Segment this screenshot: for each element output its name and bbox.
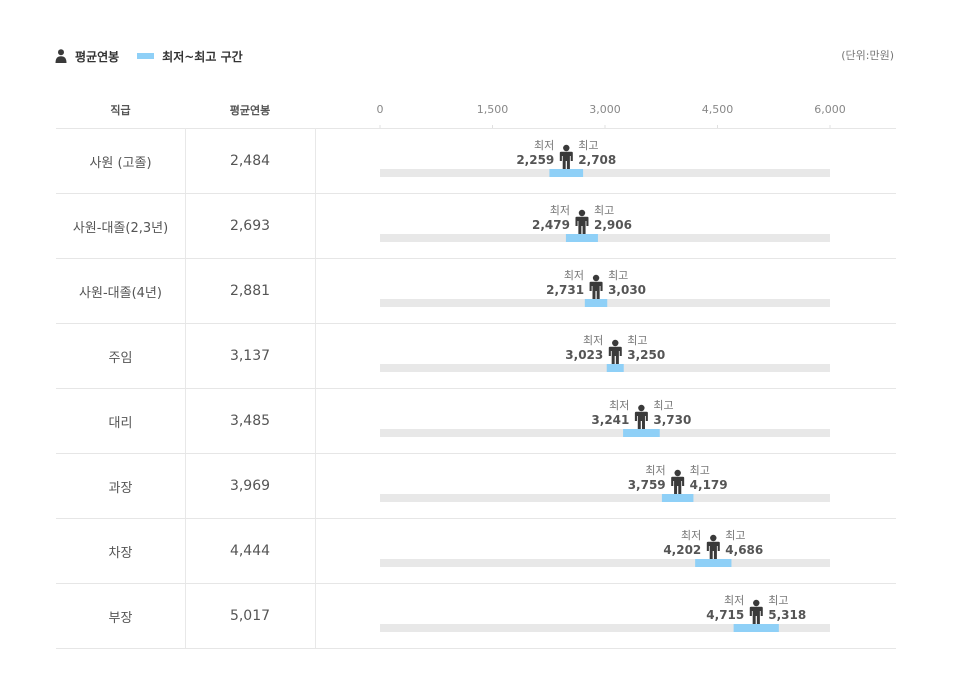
track-bar xyxy=(380,494,830,502)
range-bar xyxy=(565,234,598,242)
rank-cell: 대리 xyxy=(108,415,133,431)
header-average: 평균연봉 xyxy=(229,103,271,117)
rank-cell: 사원-대졸(2,3년) xyxy=(72,220,169,236)
min-value-label: 2,731 xyxy=(546,283,584,297)
max-value-label: 3,250 xyxy=(627,348,665,362)
max-caption: 최고 xyxy=(725,529,745,542)
table-row: 사원-대졸(2,3년) 2,693 xyxy=(56,194,896,259)
legend: 평균연봉 최저~최고 구간 xyxy=(55,46,261,66)
range-bar xyxy=(584,299,608,307)
max-caption: 최고 xyxy=(627,334,647,347)
min-caption: 최저 xyxy=(550,204,570,217)
x-tick-label: 6,000 xyxy=(814,103,846,116)
max-value-label: 2,708 xyxy=(578,153,616,167)
x-tick-label: 3,000 xyxy=(589,103,621,116)
person-icon xyxy=(706,534,720,559)
max-caption: 최고 xyxy=(578,139,598,152)
max-value-label: 3,730 xyxy=(653,413,691,427)
unit-label: (단위:만원) xyxy=(841,49,894,62)
min-value-label: 3,023 xyxy=(565,348,603,362)
min-caption: 최저 xyxy=(564,269,584,282)
average-salary-cell: 3,137 xyxy=(229,348,271,364)
x-tick-label: 0 xyxy=(377,103,384,116)
table-row: 사원 (고졸) 2,484 xyxy=(56,129,896,194)
table-row: 사원-대졸(4년) 2,881 xyxy=(56,259,896,324)
legend-item-range: 최저~최고 구간 xyxy=(137,48,243,65)
max-value-label: 5,318 xyxy=(768,608,806,622)
legend-average-label: 평균연봉 xyxy=(75,49,120,64)
header-rank: 직급 xyxy=(110,103,131,117)
range-bar xyxy=(661,494,694,502)
track-bar xyxy=(380,169,830,177)
table-row: 차장 4,444 xyxy=(56,519,896,584)
min-value-label: 2,479 xyxy=(532,218,570,232)
average-salary-cell: 2,693 xyxy=(229,218,271,234)
person-icon xyxy=(575,209,589,234)
legend-range-label: 최저~최고 구간 xyxy=(162,49,243,64)
rank-cell: 주임 xyxy=(108,350,133,366)
max-value-label: 3,030 xyxy=(608,283,646,297)
max-caption: 최고 xyxy=(653,399,673,412)
person-icon xyxy=(608,339,622,364)
max-value-label: 4,179 xyxy=(690,478,728,492)
track-bar xyxy=(380,364,830,372)
max-caption: 최고 xyxy=(768,594,788,607)
min-value-label: 3,241 xyxy=(591,413,629,427)
person-icon xyxy=(55,49,67,63)
rank-cell: 과장 xyxy=(108,480,133,496)
track-bar xyxy=(380,559,830,567)
rank-cell: 사원 (고졸) xyxy=(89,155,152,171)
person-icon xyxy=(589,274,603,299)
x-tick-label: 1,500 xyxy=(477,103,509,116)
range-bar xyxy=(695,559,732,567)
range-bar xyxy=(623,429,660,437)
track-bar xyxy=(380,234,830,242)
range-swatch xyxy=(137,53,155,59)
rank-cell: 부장 xyxy=(108,610,133,626)
min-caption: 최저 xyxy=(609,399,629,412)
legend-item-average: 평균연봉 xyxy=(55,48,119,65)
average-salary-cell: 3,969 xyxy=(229,478,271,494)
max-caption: 최고 xyxy=(594,204,614,217)
min-caption: 최저 xyxy=(583,334,603,347)
average-salary-cell: 4,444 xyxy=(229,543,271,559)
range-bar xyxy=(549,169,584,177)
min-caption: 최저 xyxy=(534,139,554,152)
average-salary-cell: 3,485 xyxy=(229,413,271,429)
salary-table: 직급 평균연봉 사원 (고졸) 2,484 사원-대졸(2,3년) 2,693 사원-대… xyxy=(56,91,896,649)
person-icon xyxy=(671,469,685,494)
min-caption: 최저 xyxy=(681,529,701,542)
max-caption: 최고 xyxy=(690,464,710,477)
min-value-label: 3,759 xyxy=(628,478,666,492)
track-bar xyxy=(380,624,830,632)
average-salary-cell: 5,017 xyxy=(229,608,271,624)
person-icon xyxy=(559,144,573,169)
average-salary-cell: 2,881 xyxy=(229,283,271,299)
range-bar xyxy=(733,624,779,632)
average-salary-cell: 2,484 xyxy=(229,153,271,169)
table-row: 과장 3,969 xyxy=(56,454,896,519)
max-caption: 최고 xyxy=(608,269,628,282)
max-value-label: 2,906 xyxy=(594,218,632,232)
min-caption: 최저 xyxy=(724,594,744,607)
table-row: 대리 3,485 xyxy=(56,389,896,454)
min-value-label: 4,202 xyxy=(663,543,701,557)
track-bar xyxy=(380,429,830,437)
max-value-label: 4,686 xyxy=(725,543,763,557)
person-icon xyxy=(634,404,648,429)
x-tick-label: 4,500 xyxy=(702,103,734,116)
rank-cell: 사원-대졸(4년) xyxy=(79,285,162,301)
person-icon xyxy=(749,599,763,624)
min-value-label: 4,715 xyxy=(706,608,744,622)
range-chart: 0 1,500 3,000 4,500 6,000최저2,259최고2,708최저2,4… xyxy=(377,103,846,632)
table-row: 부장 5,017 xyxy=(56,584,896,649)
min-caption: 최저 xyxy=(645,464,665,477)
table-row: 주임 3,137 xyxy=(56,324,896,389)
min-value-label: 2,259 xyxy=(516,153,554,167)
header-divider xyxy=(56,128,896,129)
range-bar xyxy=(606,364,624,372)
rank-cell: 차장 xyxy=(108,545,133,561)
